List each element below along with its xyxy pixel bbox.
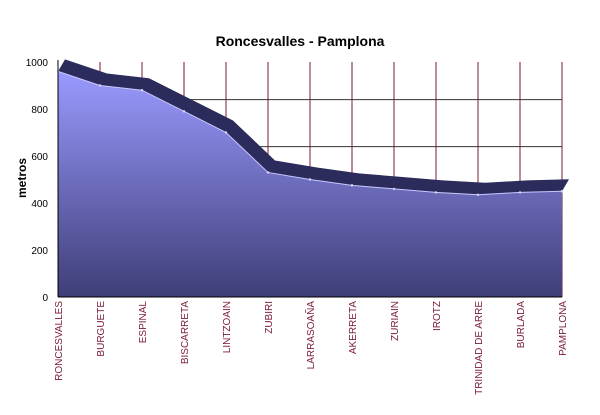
chart-title: Roncesvalles - Pamplona bbox=[216, 33, 385, 49]
x-tick-label: ESPINAL bbox=[138, 301, 149, 344]
data-point bbox=[350, 184, 354, 187]
x-tick-label: TRINIDAD DE ARRE bbox=[474, 301, 485, 395]
x-tick-label: BURLADA bbox=[516, 301, 527, 349]
data-point bbox=[140, 89, 144, 92]
data-point bbox=[560, 190, 564, 193]
y-tick-label: 200 bbox=[31, 246, 48, 257]
data-point bbox=[266, 171, 270, 174]
elevation-ridge bbox=[58, 59, 569, 195]
x-axis-ticks: RONCESVALLES BURGUETE ESPINAL BISCARRETA LIN… bbox=[54, 301, 569, 395]
x-tick-label: PAMPLONA bbox=[558, 301, 569, 356]
data-point bbox=[98, 84, 102, 87]
elevation-area bbox=[56, 59, 569, 298]
x-tick-label: LINTZOAIN bbox=[222, 301, 233, 353]
y-tick-label: 600 bbox=[31, 152, 48, 163]
data-point bbox=[182, 110, 186, 113]
y-tick-label: 800 bbox=[31, 105, 48, 116]
data-point bbox=[518, 191, 522, 194]
data-point bbox=[308, 178, 312, 181]
x-tick-label: AKERRETA bbox=[348, 301, 359, 354]
x-tick-label: IROTZ bbox=[432, 301, 443, 331]
y-tick-label: 1000 bbox=[26, 58, 49, 69]
x-tick-label: LARRASOAÑA bbox=[304, 301, 317, 370]
data-point bbox=[476, 193, 480, 196]
y-tick-label: 400 bbox=[31, 199, 48, 210]
x-tick-label: BURGUETE bbox=[96, 301, 107, 357]
x-tick-label: BISCARRETA bbox=[180, 301, 191, 364]
elevation-area-fill bbox=[58, 71, 562, 298]
y-axis-label: metros bbox=[15, 158, 29, 198]
data-point bbox=[434, 191, 438, 194]
x-tick-label: ZURIAIN bbox=[390, 301, 401, 341]
data-point bbox=[224, 131, 228, 134]
x-tick-label: RONCESVALLES bbox=[54, 301, 65, 381]
data-point bbox=[392, 187, 396, 191]
x-tick-label: ZUBIRI bbox=[264, 301, 275, 334]
y-tick-label: 0 bbox=[42, 293, 48, 304]
y-axis-ticks: 0 200 400 600 800 1000 bbox=[26, 58, 49, 304]
